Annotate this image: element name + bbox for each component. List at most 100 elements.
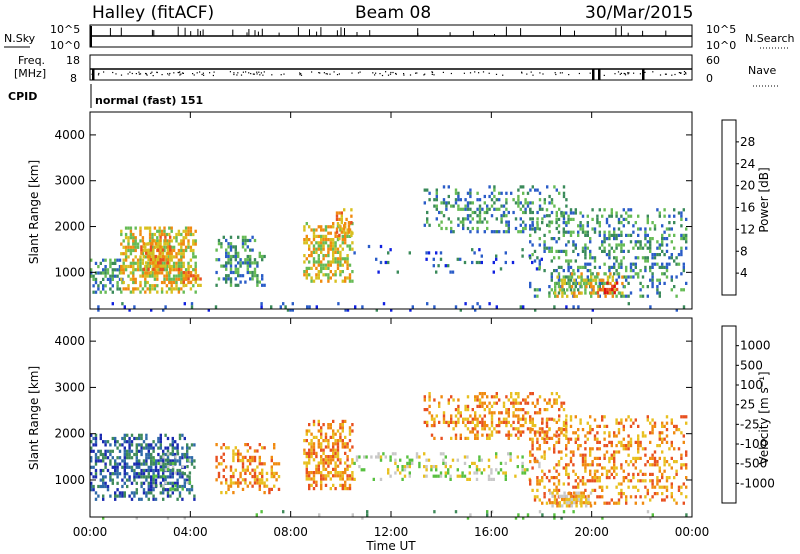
- heatmap-cell: [585, 504, 588, 508]
- heatmap-cell: [336, 247, 340, 251]
- heatmap-cell: [538, 227, 541, 231]
- heatmap-cell: [320, 266, 323, 270]
- heatmap-cell: [232, 452, 235, 456]
- heatmap-cell: [164, 488, 167, 492]
- heatmap-cell: [124, 252, 128, 256]
- heatmap-cell: [122, 271, 125, 275]
- heatmap-cell: [305, 432, 308, 436]
- heatmap-cell: [165, 271, 169, 275]
- nave-dot: [409, 74, 412, 76]
- heatmap-cell: [133, 452, 136, 457]
- heatmap-cell: [632, 463, 635, 467]
- heatmap-cell: [322, 474, 325, 478]
- heatmap-cell: [613, 450, 616, 454]
- heatmap-cell: [505, 230, 508, 234]
- heatmap-cell: [339, 426, 342, 430]
- heatmap-cell: [239, 280, 242, 284]
- heatmap-cell: [246, 459, 249, 463]
- heatmap-cell: [332, 273, 335, 277]
- heatmap-cell: [99, 261, 102, 265]
- heatmap-cell: [426, 188, 429, 192]
- heatmap-cell: [622, 294, 625, 298]
- heatmap-cell: [656, 246, 659, 250]
- heatmap-cell: [656, 482, 659, 486]
- heatmap-cell: [661, 272, 664, 276]
- heatmap-cell: [498, 417, 501, 421]
- nave-dot: [245, 71, 247, 73]
- heatmap-cell: [594, 291, 598, 295]
- heatmap-cell: [170, 248, 173, 253]
- heatmap-cell: [596, 476, 599, 480]
- heatmap-cell: [464, 424, 467, 428]
- cpid-label: CPID: [8, 90, 37, 103]
- heatmap-cell: [445, 226, 448, 231]
- heatmap-cell: [118, 287, 122, 291]
- heatmap-cell: [505, 424, 508, 428]
- heatmap-cell: [145, 456, 148, 460]
- heatmap-cell: [132, 239, 135, 243]
- heatmap-cell: [573, 288, 576, 292]
- heatmap-cell: [159, 254, 162, 259]
- heatmap-cell: [639, 294, 642, 298]
- heatmap-cell: [312, 451, 316, 455]
- heatmap-cell: [183, 478, 186, 482]
- heatmap-cell: [569, 450, 573, 454]
- heatmap-cell: [592, 278, 595, 282]
- heatmap-cell: [554, 291, 557, 295]
- heatmap-cell: [561, 504, 564, 508]
- heatmap-cell: [572, 305, 575, 309]
- heatmap-cell: [305, 471, 308, 475]
- heatmap-cell: [524, 210, 527, 215]
- heatmap-cell: [139, 258, 142, 262]
- heatmap-cell: [439, 257, 443, 261]
- heatmap-cell: [171, 484, 174, 489]
- heatmap-cell: [322, 461, 325, 465]
- heatmap-cell: [565, 504, 569, 508]
- heatmap-cell: [613, 265, 616, 269]
- heatmap-cell: [617, 221, 621, 225]
- heatmap-cell: [481, 424, 484, 428]
- heatmap-cell: [598, 463, 601, 467]
- heatmap-cell: [632, 472, 635, 476]
- heatmap-cell: [120, 264, 123, 269]
- heatmap-cell: [639, 243, 642, 247]
- heatmap-cell: [653, 485, 657, 489]
- heatmap-cell: [152, 472, 155, 476]
- heatmap-cell: [478, 398, 482, 402]
- heatmap-cell: [490, 395, 494, 399]
- heatmap-cell: [166, 258, 169, 262]
- heatmap-cell: [476, 424, 479, 428]
- heatmap-cell: [615, 214, 618, 218]
- heatmap-cell: [327, 455, 330, 459]
- heatmap-cell: [147, 452, 150, 457]
- heatmap-cell: [97, 449, 100, 453]
- heatmap-cell: [569, 418, 573, 422]
- heatmap-cell: [336, 474, 340, 478]
- heatmap-cell: [557, 285, 561, 289]
- heatmap-cell: [163, 245, 166, 249]
- heatmap-cell: [632, 485, 635, 489]
- heatmap-cell: [344, 480, 347, 484]
- heatmap-cell: [610, 211, 613, 215]
- heatmap-cell: [658, 434, 661, 438]
- heatmap-cell: [538, 433, 542, 437]
- heatmap-cell: [177, 277, 181, 281]
- heatmap-cell: [128, 443, 131, 447]
- heatmap-cell: [505, 433, 508, 437]
- heatmap-cell: [186, 474, 189, 478]
- heatmap-cell: [495, 430, 498, 434]
- heatmap-cell: [572, 230, 575, 234]
- heatmap-cell: [557, 265, 561, 269]
- heatmap-cell: [90, 268, 93, 272]
- heatmap-cell: [341, 423, 344, 427]
- heatmap-cell: [601, 249, 604, 253]
- heatmap-cell: [560, 404, 563, 408]
- heatmap-cell: [567, 482, 570, 486]
- heatmap-cell: [557, 418, 561, 422]
- heatmap-cell: [189, 287, 193, 291]
- heatmap-cell: [194, 290, 197, 294]
- heatmap-cell: [573, 278, 576, 282]
- heatmap-cell: [529, 450, 532, 454]
- heatmap-cell: [334, 448, 337, 452]
- heatmap-cell: [350, 221, 353, 225]
